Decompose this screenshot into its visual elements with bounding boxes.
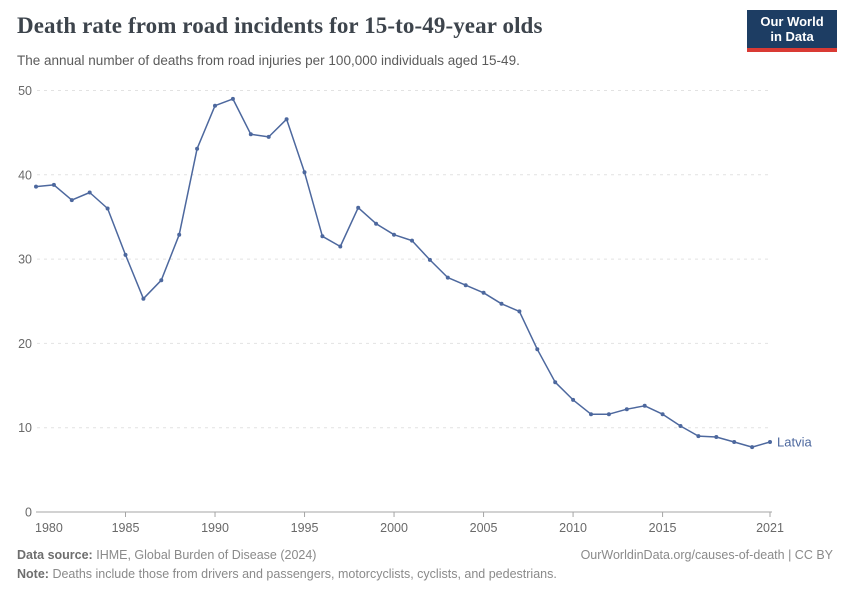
y-tick-label-30: 30 <box>18 253 32 267</box>
data-point <box>159 278 164 283</box>
data-point <box>87 190 92 195</box>
data-point <box>177 232 182 237</box>
data-point <box>589 412 593 417</box>
y-tick-label-0: 0 <box>25 506 32 520</box>
data-point <box>768 440 772 444</box>
note-line: Note: Deaths include those from drivers … <box>17 567 557 581</box>
data-point <box>750 445 755 450</box>
series-label-latvia[interactable]: Latvia <box>777 435 812 450</box>
data-point <box>499 301 504 306</box>
data-point <box>51 182 56 187</box>
data-point <box>445 275 450 280</box>
data-point <box>356 205 361 210</box>
y-tick-label-50: 50 <box>18 84 32 98</box>
data-point <box>571 397 576 402</box>
chart-subtitle: The annual number of deaths from road in… <box>17 53 520 68</box>
note-label: Note: <box>17 567 49 581</box>
data-point <box>463 283 468 288</box>
data-source-label: Data source: <box>17 548 93 562</box>
data-point <box>248 132 253 137</box>
data-point <box>141 296 146 301</box>
data-point <box>213 103 217 108</box>
data-point <box>535 347 540 352</box>
x-tick-label-1985: 1985 <box>112 521 140 535</box>
page-title: Death rate from road incidents for 15-to… <box>17 13 543 38</box>
x-tick-label-2005: 2005 <box>470 521 498 535</box>
y-tick-label-10: 10 <box>18 421 32 435</box>
data-point <box>410 238 414 243</box>
x-tick-label-1980: 1980 <box>35 521 63 535</box>
data-point <box>266 134 271 139</box>
data-point <box>34 184 38 189</box>
x-tick-label-1990: 1990 <box>201 521 229 535</box>
data-point <box>284 117 289 122</box>
data-point <box>123 252 128 257</box>
data-point <box>69 198 74 203</box>
data-point <box>660 412 665 417</box>
x-tick-label-2015: 2015 <box>649 521 677 535</box>
y-tick-label-40: 40 <box>18 168 32 182</box>
data-point <box>517 309 522 314</box>
x-tick-label-2021: 2021 <box>756 521 784 535</box>
data-point <box>195 146 200 151</box>
data-point <box>553 380 558 385</box>
data-point <box>606 412 611 417</box>
x-tick-label-2000: 2000 <box>380 521 408 535</box>
data-point <box>105 206 110 211</box>
data-point <box>678 424 683 428</box>
data-line-latvia <box>35 98 771 448</box>
y-tick-label-20: 20 <box>18 337 32 351</box>
data-source-text: IHME, Global Burden of Disease (2024) <box>96 548 317 562</box>
data-point <box>230 96 235 101</box>
data-source-line: Data source: IHME, Global Burden of Dise… <box>17 548 316 562</box>
note-text: Deaths include those from drivers and pa… <box>52 567 557 581</box>
data-point <box>320 234 325 239</box>
owid-logo-line2: in Data <box>770 29 814 44</box>
data-point <box>696 434 701 439</box>
data-point <box>302 170 307 175</box>
data-point <box>732 440 737 444</box>
data-point <box>427 257 432 262</box>
owid-logo[interactable]: Our World in Data <box>747 10 837 52</box>
data-point <box>392 232 396 237</box>
owid-logo-line1: Our World <box>760 14 824 29</box>
x-tick-label-1995: 1995 <box>291 521 319 535</box>
data-point <box>642 403 647 408</box>
data-point <box>374 221 379 226</box>
owid-link[interactable]: OurWorldinData.org/causes-of-death | CC … <box>580 548 833 562</box>
data-point <box>338 244 343 249</box>
data-point <box>624 407 629 412</box>
data-point <box>714 435 719 439</box>
data-point <box>481 290 486 295</box>
x-tick-label-2010: 2010 <box>559 521 587 535</box>
